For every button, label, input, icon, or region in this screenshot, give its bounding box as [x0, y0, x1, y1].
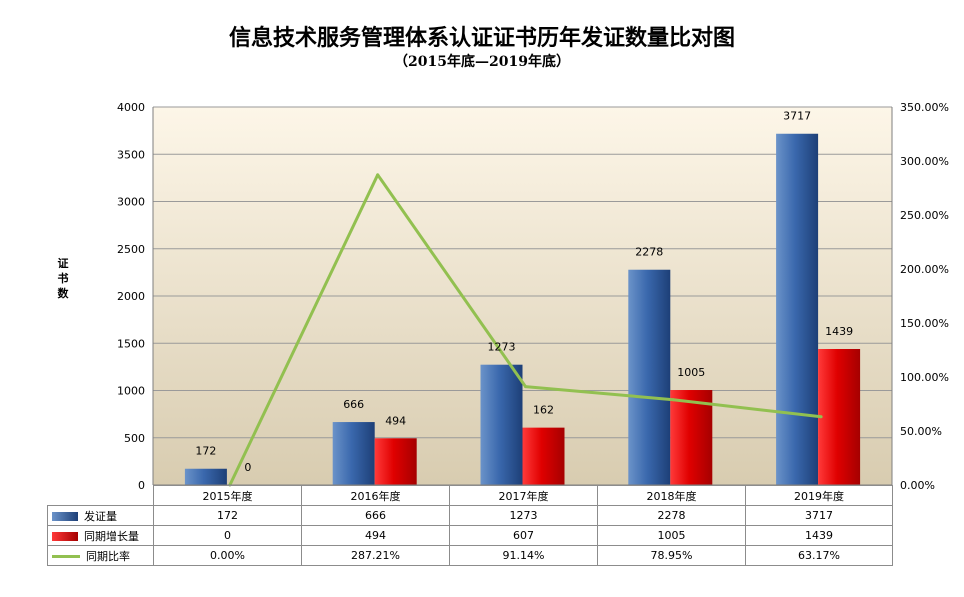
bar-issued — [332, 422, 375, 485]
rate-point — [671, 398, 675, 402]
y2-tick-label: 50.00% — [900, 425, 942, 438]
table-cell: 607 — [449, 525, 598, 546]
table-row-growth: 同期增长量 0 494 607 1005 1439 — [47, 525, 893, 546]
rate-point — [524, 385, 527, 389]
rate-point — [376, 173, 380, 177]
table-cell: 1273 — [449, 505, 598, 526]
bar-issued — [184, 468, 227, 485]
data-label-issued: 1273 — [488, 341, 516, 354]
series-legend-issued: 发证量 — [47, 505, 154, 526]
series-legend-rate: 同期比率 — [47, 545, 154, 566]
data-label-issued: 2278 — [635, 246, 663, 259]
table-cell: 91.14% — [449, 545, 598, 566]
chart-subtitle: （2015年底—2019年底） — [394, 54, 570, 70]
y2-tick-label: 200.00% — [900, 263, 949, 276]
bar-issued — [628, 269, 671, 485]
table-cell: 0 — [153, 525, 302, 546]
category-cell: 2018年度 — [597, 485, 746, 506]
y-tick-label: 3500 — [117, 148, 145, 161]
y2-tick-label: 150.00% — [900, 317, 949, 330]
table-row-rate: 同期比率 0.00% 287.21% 91.14% 78.95% 63.17% — [47, 545, 893, 566]
data-label-issued: 666 — [343, 398, 364, 411]
data-label-growth: 162 — [533, 404, 554, 417]
table-cell: 1439 — [745, 525, 893, 546]
series-name: 发证量 — [84, 509, 117, 523]
category-cell: 2015年度 — [153, 485, 302, 506]
bar-growth — [818, 349, 861, 485]
data-label-growth: 0 — [244, 461, 251, 474]
data-label-issued: 172 — [195, 445, 216, 458]
table-corner-cell — [47, 485, 154, 506]
series-legend-growth: 同期增长量 — [47, 525, 154, 546]
rate-point — [819, 415, 823, 419]
table-cell: 494 — [301, 525, 450, 546]
y-tick-label: 1000 — [117, 385, 145, 398]
table-row-issued: 发证量 172 666 1273 2278 3717 — [47, 505, 893, 526]
table-cell: 287.21% — [301, 545, 450, 566]
data-label-issued: 3717 — [783, 110, 811, 123]
y2-tick-label: 300.00% — [900, 155, 949, 168]
bar-growth — [670, 390, 713, 485]
category-cell: 2019年度 — [745, 485, 893, 506]
y-tick-label: 3000 — [117, 196, 145, 209]
table-cell: 0.00% — [153, 545, 302, 566]
y-tick-label: 1500 — [117, 337, 145, 350]
data-label-growth: 1439 — [825, 325, 853, 338]
table-cell: 3717 — [745, 505, 893, 526]
category-cell: 2017年度 — [449, 485, 598, 506]
y-tick-label: 500 — [124, 432, 145, 445]
y2-tick-label: 350.00% — [900, 101, 949, 114]
y2-tick-label: 100.00% — [900, 371, 949, 384]
table-cell: 172 — [153, 505, 302, 526]
table-header-row: 2015年度 2016年度 2017年度 2018年度 2019年度 — [47, 485, 893, 506]
bar-issued — [480, 364, 523, 485]
series-name: 同期增长量 — [84, 529, 139, 543]
bar-issued — [776, 133, 819, 485]
bar-growth — [374, 438, 417, 485]
table-cell: 63.17% — [745, 545, 893, 566]
data-label-growth: 494 — [385, 414, 406, 427]
table-cell: 1005 — [597, 525, 746, 546]
y2-tick-label: 0.00% — [900, 479, 935, 492]
y-axis-label: 证书数 — [57, 257, 69, 300]
category-cell: 2016年度 — [301, 485, 450, 506]
chart-title: 信息技术服务管理体系认证证书历年发证数量比对图 — [228, 25, 735, 51]
bar-growth — [522, 427, 565, 485]
table-cell: 666 — [301, 505, 450, 526]
series-name: 同期比率 — [86, 549, 130, 563]
y-tick-label: 4000 — [117, 101, 145, 114]
legend-key-growth — [52, 532, 78, 541]
legend-key-rate — [52, 555, 80, 558]
table-cell: 78.95% — [597, 545, 746, 566]
data-table: 2015年度 2016年度 2017年度 2018年度 2019年度 发证量 1… — [47, 485, 893, 566]
data-label-growth: 1005 — [677, 366, 705, 379]
y2-tick-label: 250.00% — [900, 209, 949, 222]
legend-key-issued — [52, 512, 78, 521]
y-tick-label: 2500 — [117, 243, 145, 256]
y-tick-label: 2000 — [117, 290, 145, 303]
table-cell: 2278 — [597, 505, 746, 526]
